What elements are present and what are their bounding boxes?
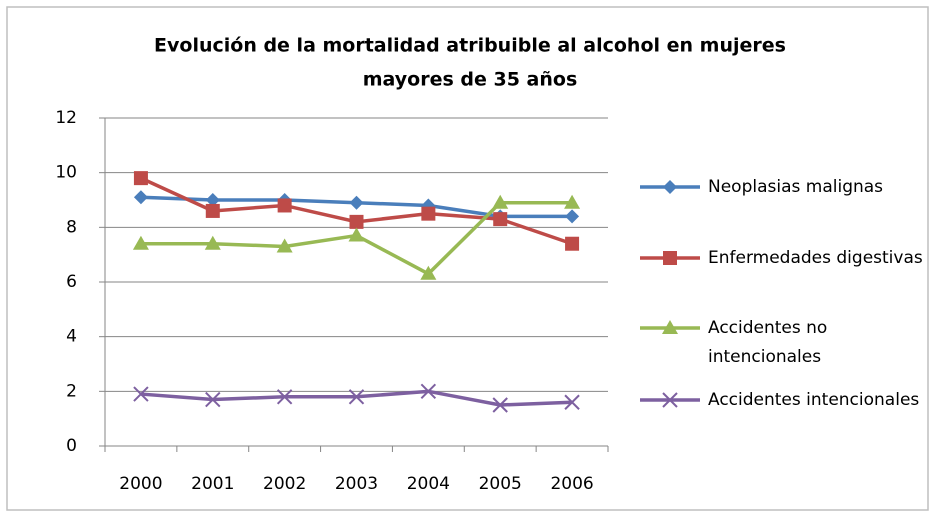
legend-label: Enfermedades digestivas xyxy=(708,248,923,268)
marker xyxy=(564,394,580,410)
legend-label: Accidentes no intencionales xyxy=(708,318,827,367)
marker xyxy=(348,227,365,242)
x-tick-label: 2003 xyxy=(335,474,378,494)
marker xyxy=(132,235,149,250)
marker xyxy=(349,195,364,210)
x-tick-label: 2001 xyxy=(191,474,234,494)
marker xyxy=(133,190,148,205)
marker xyxy=(565,236,580,251)
marker xyxy=(205,391,221,408)
y-tick-label: 2 xyxy=(66,381,77,401)
marker xyxy=(492,397,508,413)
chart-title: mayores de 35 años xyxy=(363,69,578,91)
marker xyxy=(492,194,509,209)
marker xyxy=(348,389,365,405)
marker xyxy=(493,212,508,227)
marker xyxy=(133,171,148,186)
marker xyxy=(420,383,437,400)
marker xyxy=(663,251,677,265)
marker xyxy=(205,193,220,207)
marker xyxy=(565,209,580,224)
marker xyxy=(276,389,293,405)
marker xyxy=(564,194,581,209)
marker xyxy=(662,320,678,334)
marker xyxy=(277,198,292,213)
y-tick-label: 10 xyxy=(55,163,77,183)
y-tick-label: 6 xyxy=(66,272,77,292)
marker xyxy=(421,206,436,221)
marker xyxy=(349,214,364,229)
x-tick-label: 2000 xyxy=(119,474,162,494)
y-tick-label: 8 xyxy=(66,217,77,237)
x-tick-label: 2002 xyxy=(263,474,306,494)
x-tick-label: 2006 xyxy=(550,474,593,494)
y-tick-label: 4 xyxy=(66,327,77,347)
marker xyxy=(276,238,293,253)
legend-label: Accidentes intencionales xyxy=(708,390,919,410)
legend-label: Neoplasias malignas xyxy=(708,177,883,197)
marker xyxy=(205,203,220,218)
marker xyxy=(662,392,678,408)
y-tick-label: 0 xyxy=(66,436,77,456)
marker xyxy=(133,386,149,402)
chart-title: Evolución de la mortalidad atribuible al… xyxy=(154,35,786,57)
marker xyxy=(204,235,221,250)
y-tick-label: 12 xyxy=(55,108,77,128)
marker xyxy=(420,265,437,280)
marker xyxy=(663,180,677,194)
x-tick-label: 2004 xyxy=(407,474,450,494)
x-tick-label: 2005 xyxy=(479,474,522,494)
chart-frame xyxy=(6,6,929,511)
